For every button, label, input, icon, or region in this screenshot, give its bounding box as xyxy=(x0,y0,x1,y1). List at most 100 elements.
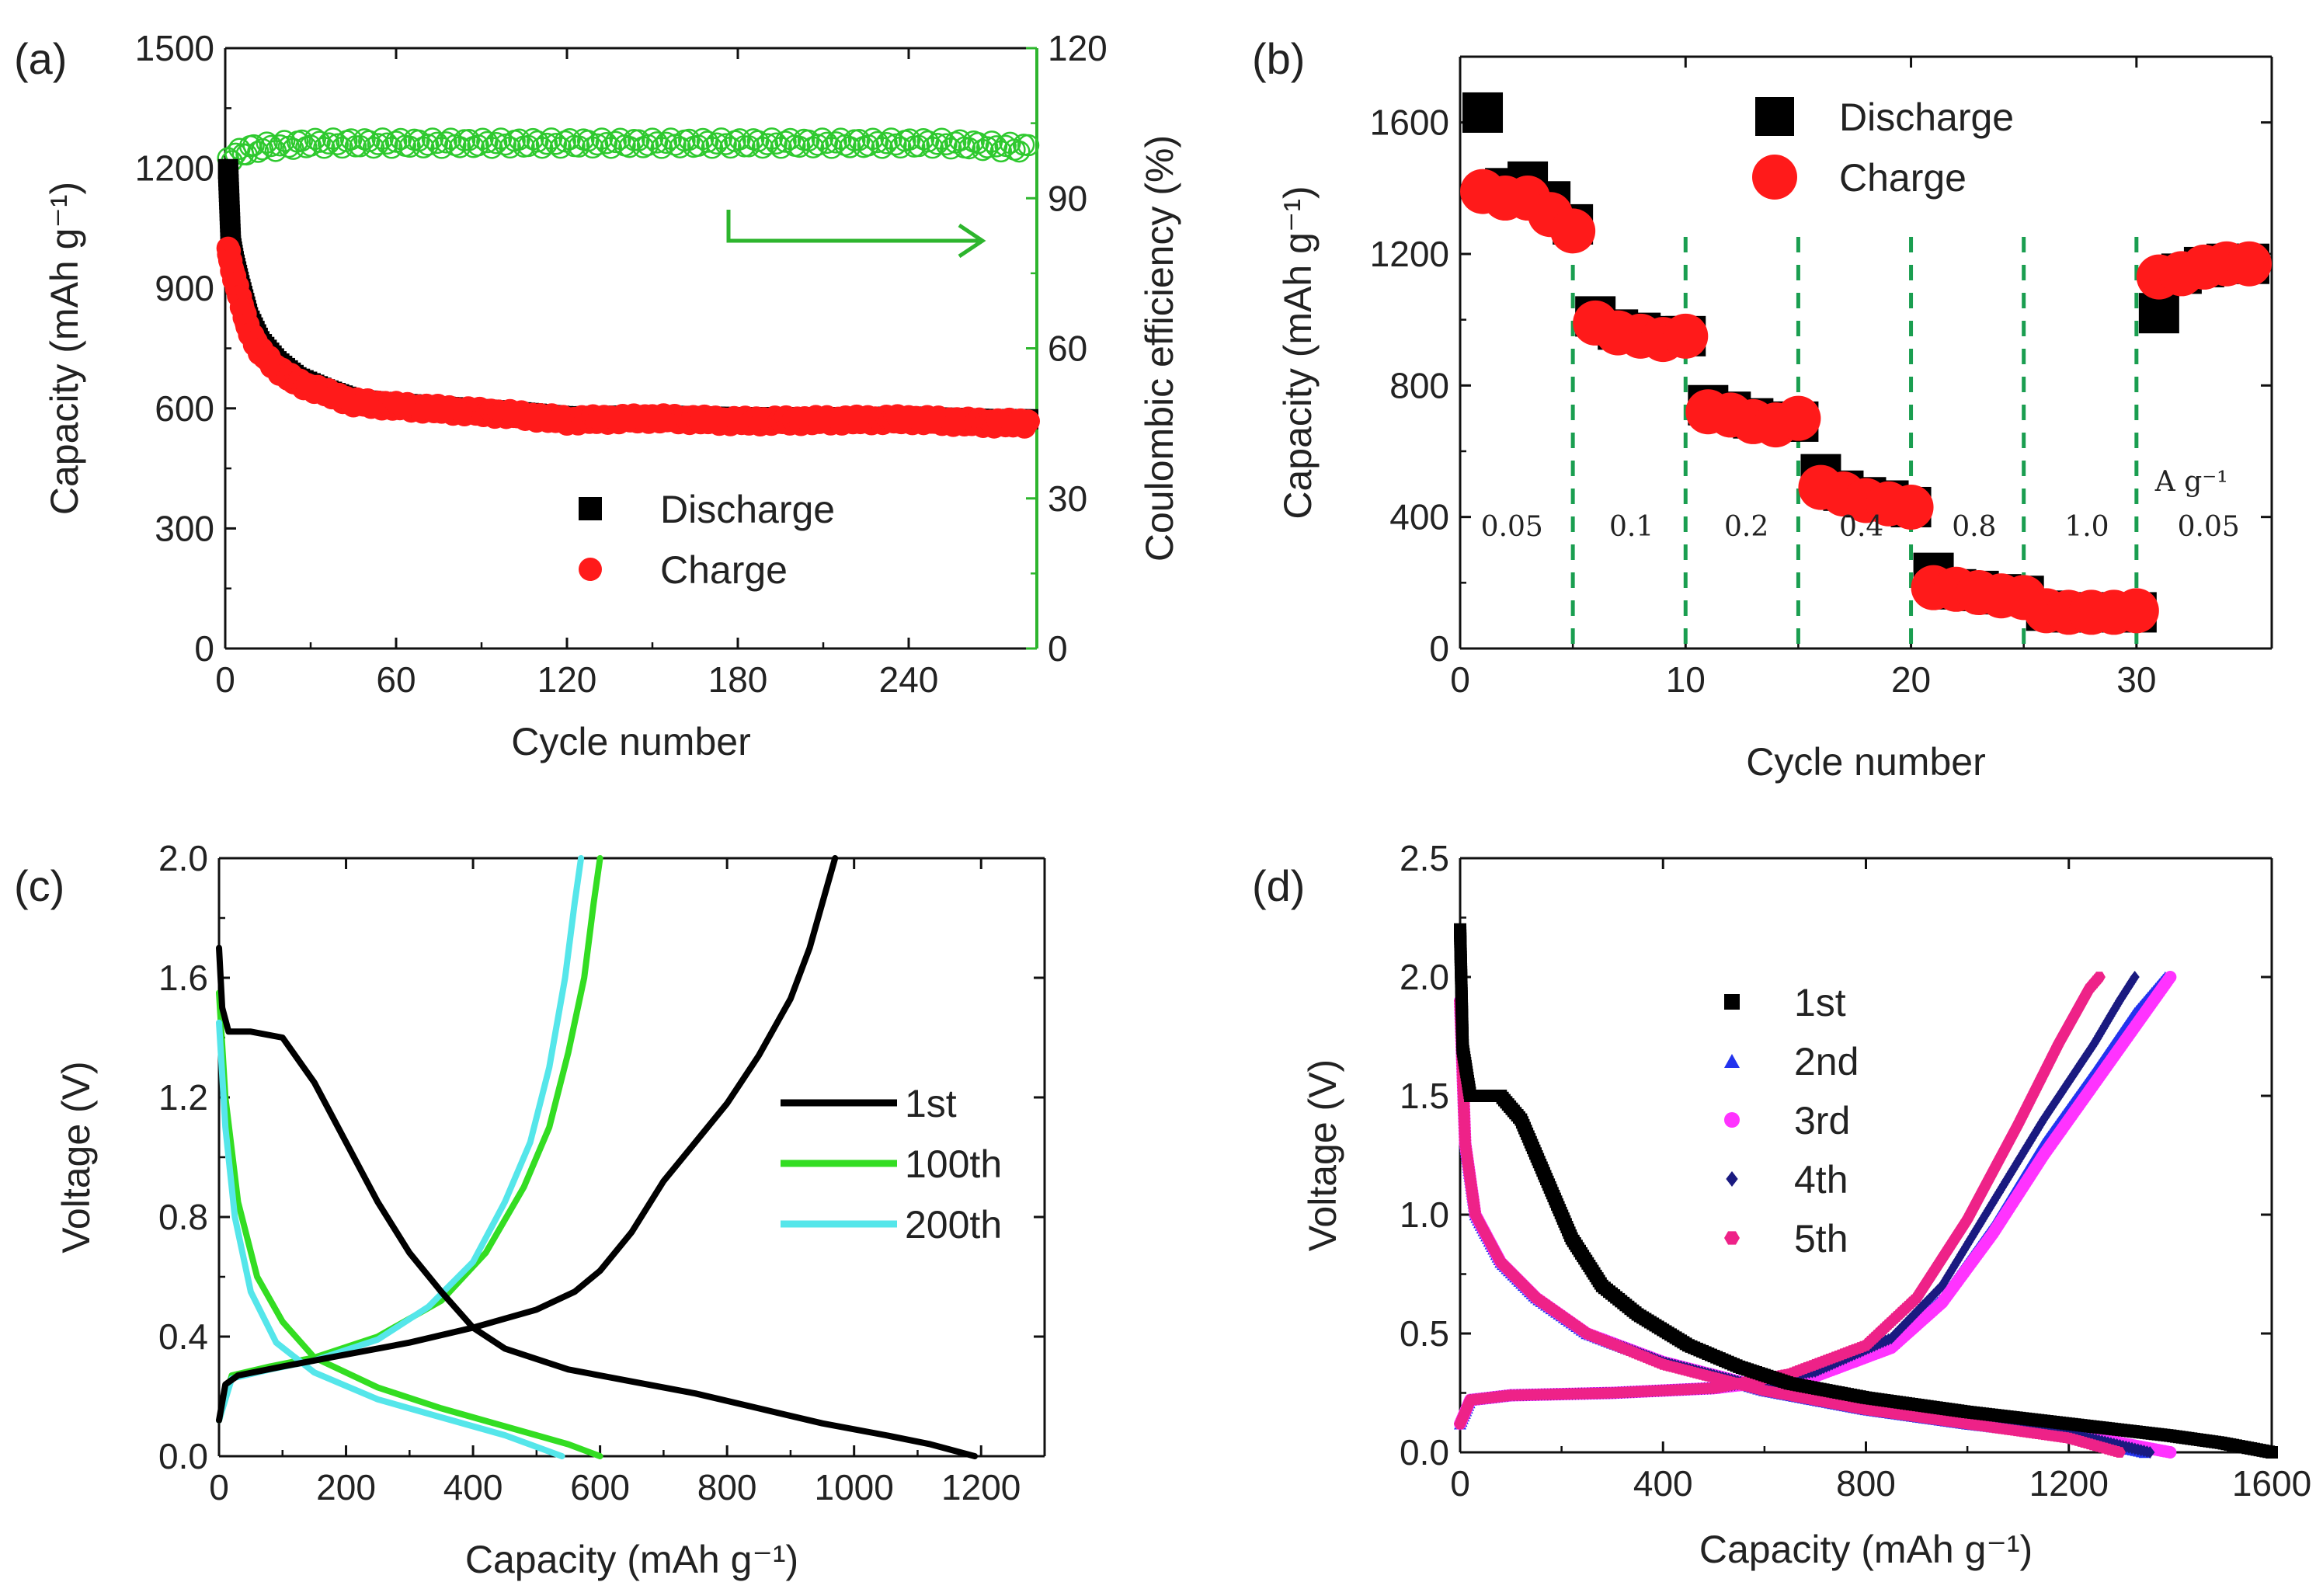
legend-200th-label: 200th xyxy=(905,1203,1002,1247)
curve-1st xyxy=(216,855,839,1424)
legend-3rd-label: 3rd xyxy=(1794,1099,1850,1142)
ce-marker xyxy=(526,130,549,153)
3rd-marker xyxy=(2164,971,2177,983)
x-tick-label: 400 xyxy=(1633,1463,1693,1504)
y-tick-label: 0.8 xyxy=(158,1197,208,1237)
y-tick-label: 2.0 xyxy=(158,838,208,878)
curve-100th xyxy=(216,989,603,1459)
y-tick-label: 900 xyxy=(155,268,214,308)
ce-marker xyxy=(975,136,999,158)
y-axis-title: Voltage (V) xyxy=(54,1061,98,1253)
ce-marker xyxy=(269,134,291,157)
legend-4th-label: 4th xyxy=(1794,1158,1848,1201)
ce-marker xyxy=(317,132,340,155)
1st-marker xyxy=(2266,1446,2278,1459)
y2-axis-title: Coulombic efficiency (%) xyxy=(1138,135,1181,562)
ce-marker xyxy=(228,137,251,160)
y-tick-label: 1600 xyxy=(1370,103,1449,143)
x-tick-label: 1000 xyxy=(815,1467,894,1507)
ce-marker xyxy=(544,132,568,155)
ce-marker xyxy=(358,130,381,153)
panel-a: 0 60 120 180 240 0 300 600 900 1200 1500 0 30 60 90 120… xyxy=(14,28,1181,763)
y-tick-label: 2.0 xyxy=(1400,957,1449,997)
x-tick-label: 800 xyxy=(1836,1463,1896,1504)
ce-marker xyxy=(746,130,770,152)
discharge-marker xyxy=(2138,293,2179,334)
legend-4th-marker xyxy=(1726,1171,1738,1187)
y-tick-label: 0.5 xyxy=(1400,1313,1449,1354)
ce-marker xyxy=(765,132,788,155)
x-tick-label: 0 xyxy=(1450,1463,1470,1504)
ce-marker xyxy=(304,127,327,151)
panel-label-b: (b) xyxy=(1252,34,1305,83)
ce-marker xyxy=(476,130,499,154)
y2-tick-label: 0 xyxy=(1048,628,1068,669)
legend-charge-marker xyxy=(1752,155,1797,200)
ce-marker xyxy=(416,134,440,156)
ce-marker xyxy=(535,132,558,155)
ce-marker xyxy=(259,134,283,158)
ce-marker xyxy=(655,131,677,155)
ce-marker xyxy=(308,130,331,153)
4th-marker xyxy=(2130,971,2140,983)
ce-marker xyxy=(485,131,508,155)
x-axis-title: Capacity (mAh g⁻¹) xyxy=(465,1538,798,1581)
y-tick-label: 400 xyxy=(1389,497,1449,537)
x-tick-label: 30 xyxy=(2116,659,2156,700)
ce-marker xyxy=(435,131,457,154)
ce-marker xyxy=(273,130,296,152)
ce-marker xyxy=(494,133,517,156)
y-axis-title: Capacity (mAh g⁻¹) xyxy=(1276,186,1320,519)
rate-label: 0.05 xyxy=(2178,511,2240,543)
ce-marker xyxy=(595,132,618,155)
y2-tick-label: 120 xyxy=(1048,28,1108,68)
ce-marker xyxy=(815,131,838,155)
ce-marker xyxy=(604,130,627,154)
ce-marker xyxy=(825,131,847,154)
ce-marker xyxy=(916,130,940,153)
ce-marker xyxy=(256,131,278,154)
panel-label-a: (a) xyxy=(14,34,67,83)
x-tick-label: 180 xyxy=(708,659,768,700)
curve-1st xyxy=(216,944,979,1459)
y-tick-label: 1200 xyxy=(135,148,214,189)
charge-marker xyxy=(1775,395,1821,441)
y-tick-label: 800 xyxy=(1389,365,1449,405)
legend-3rd-marker xyxy=(1724,1112,1740,1128)
x-tick-label: 0 xyxy=(215,659,235,700)
5th-marker xyxy=(2113,1447,2126,1458)
ce-marker xyxy=(715,133,737,155)
y-tick-label: 0.0 xyxy=(1400,1432,1449,1473)
ce-marker xyxy=(705,132,729,155)
x-tick-label: 60 xyxy=(376,659,416,700)
y-tick-label: 0 xyxy=(194,628,214,669)
y-tick-label: 600 xyxy=(155,388,214,429)
discharge-marker xyxy=(1462,92,1504,133)
ce-marker xyxy=(251,137,274,161)
y2-tick-label: 90 xyxy=(1048,178,1087,218)
rate-label: 0.1 xyxy=(1609,511,1654,543)
rate-label: 0.4 xyxy=(1839,511,1883,543)
charge-marker xyxy=(1550,208,1596,254)
panel-d: 0 400 800 1200 1600 0.0 0.5 1.0 1.5 2.0 2.5 1st 2nd 3… xyxy=(1252,838,2311,1571)
rate-label: 0.2 xyxy=(1724,511,1768,543)
charge-marker xyxy=(1017,409,1040,433)
y2-tick-label: 60 xyxy=(1048,329,1087,369)
4th-marker xyxy=(2145,1446,2155,1459)
ce-marker xyxy=(696,130,719,153)
charge-marker xyxy=(1888,484,1934,530)
x-tick-label: 1200 xyxy=(2029,1463,2109,1504)
ce-arrow-shaft xyxy=(726,210,979,243)
ce-marker xyxy=(322,127,345,150)
ce-marker xyxy=(586,133,609,156)
y-tick-label: 1.5 xyxy=(1400,1076,1449,1116)
ce-marker xyxy=(367,133,390,155)
x-tick-label: 120 xyxy=(537,659,597,700)
legend-discharge-label: Discharge xyxy=(1839,96,2014,139)
x-tick-label: 0 xyxy=(209,1467,229,1507)
charge-marker xyxy=(2226,241,2272,287)
ce-marker xyxy=(426,131,449,155)
panel-c: 0 200 400 600 800 1000 1200 0.0 0.4 0.8 1.2 1.6 2.0 1… xyxy=(14,838,1046,1581)
x-tick-label: 400 xyxy=(443,1467,503,1507)
